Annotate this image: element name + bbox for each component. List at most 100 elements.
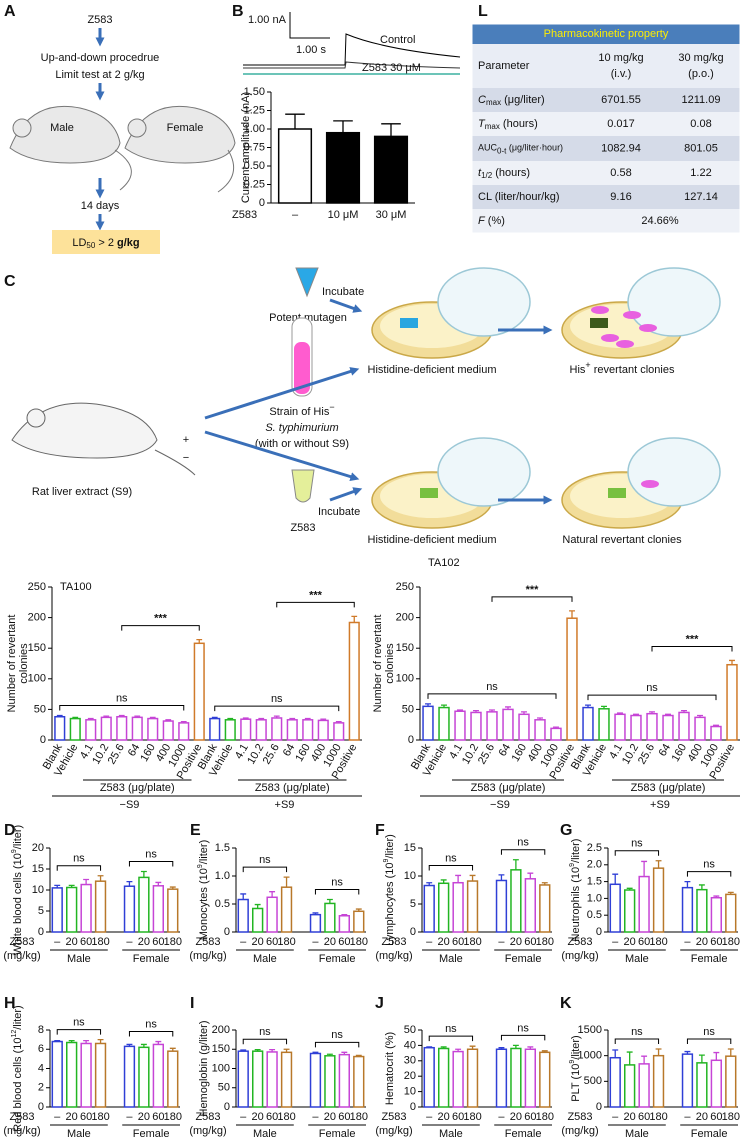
bar — [123, 885, 136, 933]
table-parameter-part: (μg/liter·hour) — [506, 143, 563, 153]
error-bar — [498, 1047, 505, 1050]
error-bar — [326, 898, 333, 904]
error-bar — [240, 1049, 247, 1052]
error-bar — [335, 720, 342, 723]
y-tick-label: 0 — [224, 926, 230, 938]
table-row-bg — [472, 209, 740, 233]
panel-label: B — [232, 3, 244, 20]
error-bar — [505, 706, 511, 710]
error-bar — [633, 713, 639, 716]
step-text: Histidine-deficient medium — [368, 534, 497, 546]
error-bar — [455, 874, 462, 883]
panel-label: K — [560, 995, 572, 1012]
error-bar — [641, 860, 648, 877]
bar — [94, 880, 107, 933]
result-part: g/kg — [117, 237, 140, 249]
y-tick-label: 8 — [38, 1024, 44, 1036]
bar — [266, 1051, 278, 1108]
x-tick-label: 60 — [452, 1111, 464, 1123]
error-bar — [426, 1046, 433, 1048]
bar — [438, 1047, 450, 1108]
panel-label: H — [4, 995, 16, 1012]
group-label: Male — [439, 1128, 463, 1140]
bar — [266, 896, 278, 933]
x-tick-label: 180 — [277, 1111, 295, 1123]
table-header: 30 mg/kg — [678, 52, 723, 64]
y-tick-label: 1.50 — [244, 86, 265, 98]
bar — [138, 1046, 150, 1108]
error-bar — [196, 638, 203, 644]
table-parameter-part: 0-t — [497, 147, 507, 156]
y-axis-label: colonies — [18, 643, 30, 684]
error-bar — [681, 709, 687, 713]
y-axis-label: Number of revertant — [6, 615, 18, 713]
x-tick-label: 64 — [126, 742, 143, 759]
y-axis-label-part: /liter) — [570, 1035, 582, 1059]
bar — [550, 727, 562, 741]
bar — [454, 710, 466, 741]
error-bar — [649, 711, 655, 714]
x-axis-label: (mg/kg) — [189, 1125, 226, 1137]
error-bar — [211, 716, 218, 719]
error-bar — [455, 1048, 462, 1052]
table-header: (i.v.) — [611, 68, 632, 80]
bar — [255, 719, 267, 741]
x-tick-label: 180 — [164, 1111, 182, 1123]
step-text: Histidine-deficient medium — [368, 364, 497, 376]
panel-label: L — [478, 3, 488, 20]
bar — [598, 708, 610, 741]
y-tick-label: 0.5 — [215, 898, 230, 910]
x-tick-label: 60 — [80, 1111, 92, 1123]
bar — [678, 711, 690, 741]
significance-label: ns — [145, 848, 157, 860]
error-bar — [126, 1043, 133, 1047]
bar — [681, 886, 694, 933]
error-bar — [697, 714, 703, 718]
y-tick-label: 200 — [396, 612, 414, 624]
y-tick-label: 0.50 — [244, 160, 265, 172]
error-bar — [254, 903, 261, 909]
bar — [353, 910, 365, 933]
step-text: Up-and-down procedrue — [41, 52, 160, 64]
error-bar — [169, 1047, 176, 1052]
error-bar — [473, 709, 479, 713]
error-bar — [521, 711, 527, 715]
group-axis-label: Z583 (μg/plate) — [631, 782, 706, 794]
table-border — [471, 23, 741, 234]
x-axis-label: Z583 — [9, 1111, 34, 1123]
step-text: Strain of His− — [269, 402, 334, 418]
error-bar — [103, 715, 110, 718]
x-tick-label: 60 — [452, 936, 464, 948]
step-text: Natural revertant clonies — [562, 534, 682, 546]
sex-label: Female — [167, 122, 204, 134]
error-bar — [469, 1045, 476, 1050]
table-row-bg — [472, 88, 740, 112]
bar — [353, 1055, 365, 1108]
table-row-bg — [472, 136, 740, 161]
y-tick-label: 0 — [596, 1101, 602, 1113]
bar — [710, 725, 722, 741]
error-bar — [351, 615, 358, 623]
y-tick-label: 15 — [32, 863, 44, 875]
table-header: (p.o.) — [688, 68, 714, 80]
bar — [80, 883, 92, 933]
error-bar — [425, 703, 431, 707]
table-parameter: Tmax (hours) — [478, 118, 538, 131]
x-tick-label: 60 — [338, 1111, 350, 1123]
error-bar — [134, 715, 141, 718]
group-label: Male — [439, 953, 463, 965]
bar — [638, 875, 650, 933]
error-bar — [698, 884, 705, 890]
bar — [286, 719, 298, 741]
bar — [193, 642, 205, 741]
error-bar — [641, 1055, 648, 1064]
error-bar — [469, 874, 476, 882]
y-axis-label-part: White blood cells (10 — [12, 853, 24, 955]
bar — [662, 714, 674, 741]
y-axis-label-part: Hemoglobin (g/liter) — [198, 1021, 210, 1117]
bar — [325, 131, 361, 204]
significance-label: ns — [116, 692, 128, 704]
x-tick-label: 20 — [138, 936, 150, 948]
bar — [725, 893, 737, 933]
error-bar — [684, 1050, 691, 1055]
